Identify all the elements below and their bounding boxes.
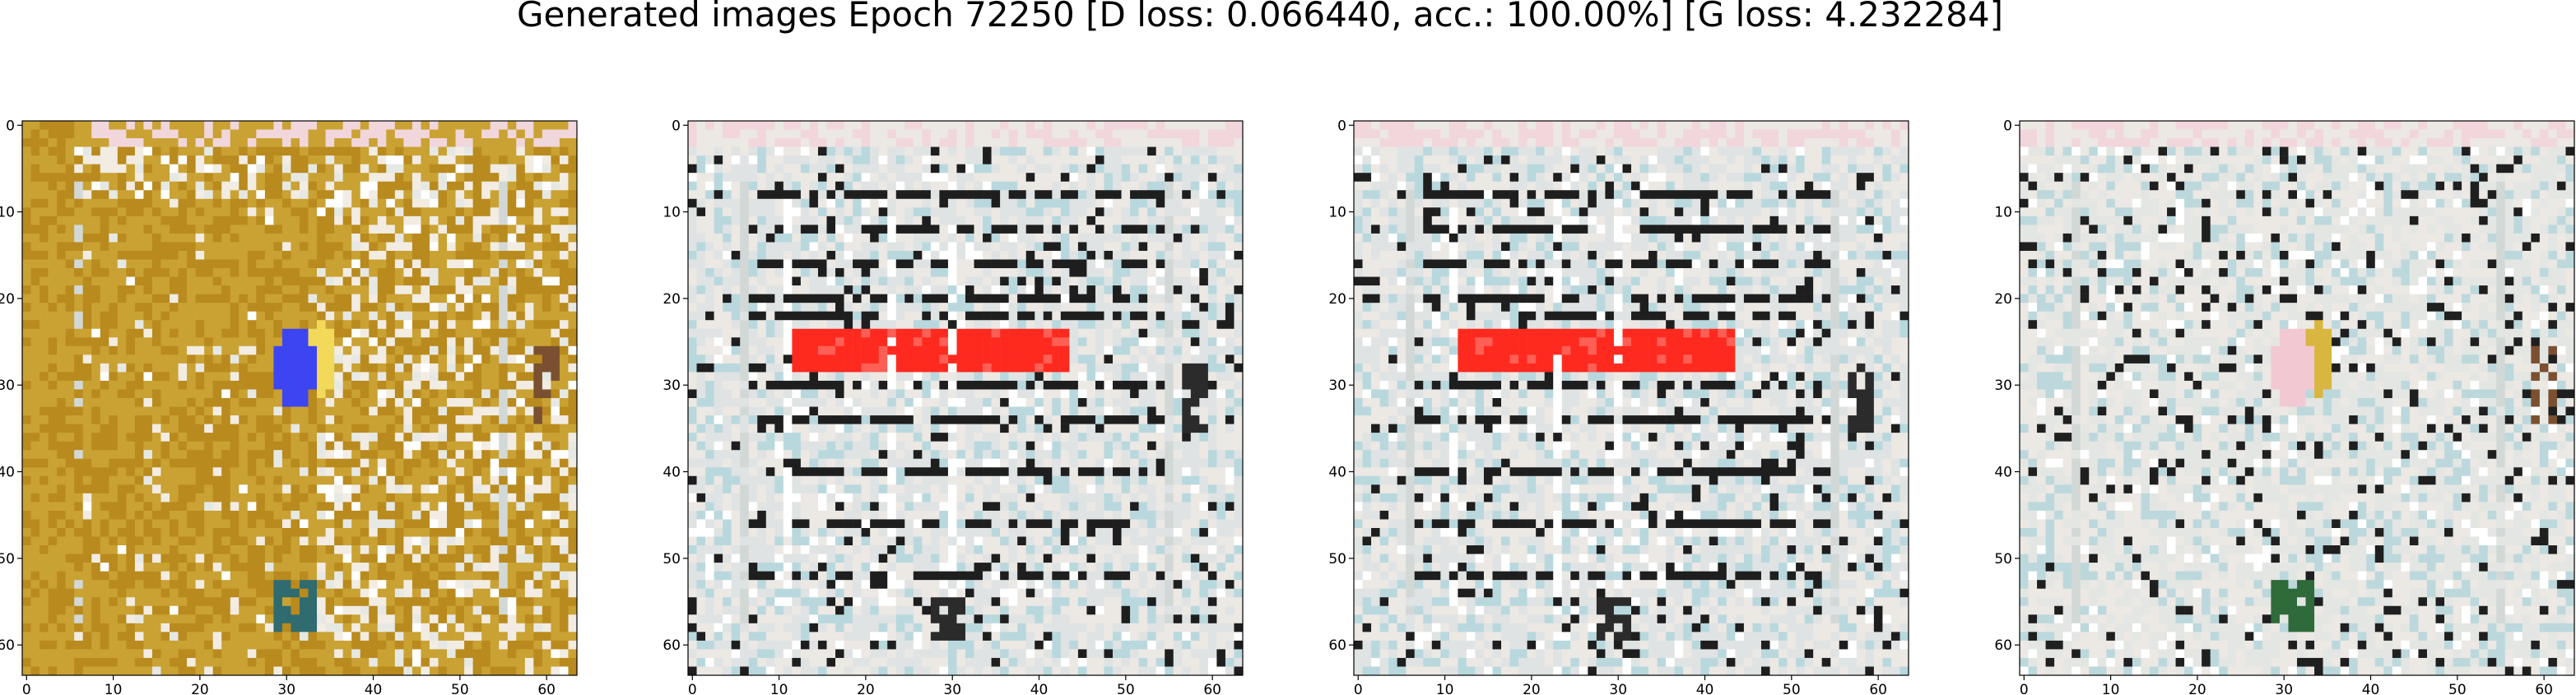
x-tick-label: 20 [2188, 682, 2206, 695]
x-tick-label: 50 [2448, 682, 2467, 695]
figure-title: Generated images Epoch 72250 [D loss: 0.… [517, 0, 2003, 35]
image-panel-1: 0 10 20 30 40 50 60 0 10 20 30 40 50 60 [0, 118, 577, 695]
image-panel-2: 0 10 20 30 40 50 60 0 10 20 30 40 50 60 [663, 118, 1243, 695]
y-tick-label: 60 [663, 637, 681, 654]
y-tick-label: 20 [0, 291, 15, 308]
generated-image [1354, 121, 1909, 675]
generated-image [22, 121, 577, 675]
x-tick-label: 10 [770, 682, 788, 695]
y-tick-label: 50 [0, 551, 15, 568]
x-tick-label: 30 [2275, 682, 2293, 695]
x-tick-label: 40 [365, 682, 383, 695]
x-tick-label: 0 [1354, 682, 1363, 695]
x-tick-label: 50 [1117, 682, 1135, 695]
y-tick-label: 20 [1994, 291, 2012, 308]
x-tick-label: 30 [943, 682, 961, 695]
x-tick-label: 20 [857, 682, 875, 695]
x-tick-label: 60 [2535, 682, 2553, 695]
y-tick-label: 0 [1337, 118, 1346, 134]
y-tick-label: 20 [663, 291, 681, 308]
y-tick-label: 0 [6, 118, 15, 134]
y-tick-label: 30 [0, 378, 15, 394]
y-tick-label: 40 [663, 465, 681, 481]
x-tick-label: 50 [1783, 682, 1801, 695]
generated-image [2020, 121, 2574, 675]
y-tick-label: 10 [0, 205, 15, 221]
y-tick-label: 60 [1994, 637, 2012, 654]
x-tick-label: 10 [2102, 682, 2120, 695]
y-tick-label: 60 [1328, 637, 1346, 654]
y-tick-label: 10 [663, 205, 681, 221]
y-tick-label: 40 [1328, 465, 1346, 481]
x-tick-label: 60 [1203, 682, 1221, 695]
x-tick-label: 20 [191, 682, 209, 695]
y-tick-label: 40 [1994, 465, 2012, 481]
x-tick-label: 40 [1030, 682, 1049, 695]
y-tick-label: 40 [0, 465, 15, 481]
x-tick-label: 0 [22, 682, 31, 695]
y-tick-label: 50 [1328, 551, 1346, 568]
image-panel-4: 0 10 20 30 40 50 60 0 10 20 30 40 50 60 [1994, 118, 2574, 695]
image-panel-3: 0 10 20 30 40 50 60 0 10 20 30 40 50 60 [1328, 118, 1909, 695]
y-tick-label: 30 [1328, 378, 1346, 394]
x-tick-label: 0 [2020, 682, 2029, 695]
y-tick-label: 60 [0, 637, 15, 654]
y-tick-label: 50 [1994, 551, 2012, 568]
x-tick-label: 20 [1523, 682, 1541, 695]
x-tick-label: 60 [537, 682, 556, 695]
x-tick-label: 50 [451, 682, 469, 695]
y-tick-label: 0 [672, 118, 681, 134]
x-tick-label: 10 [105, 682, 123, 695]
x-tick-label: 60 [1869, 682, 1887, 695]
y-tick-label: 50 [663, 551, 681, 568]
y-tick-label: 30 [663, 378, 681, 394]
x-tick-label: 30 [277, 682, 295, 695]
generated-image [688, 121, 1243, 675]
x-tick-label: 40 [1696, 682, 1714, 695]
y-tick-label: 10 [1328, 205, 1346, 221]
x-tick-label: 0 [688, 682, 697, 695]
y-tick-label: 10 [1994, 205, 2012, 221]
x-tick-label: 10 [1436, 682, 1454, 695]
x-tick-label: 30 [1609, 682, 1627, 695]
y-tick-label: 30 [1994, 378, 2012, 394]
y-tick-label: 20 [1328, 291, 1346, 308]
x-tick-label: 40 [2362, 682, 2380, 695]
y-tick-label: 0 [2003, 118, 2012, 134]
